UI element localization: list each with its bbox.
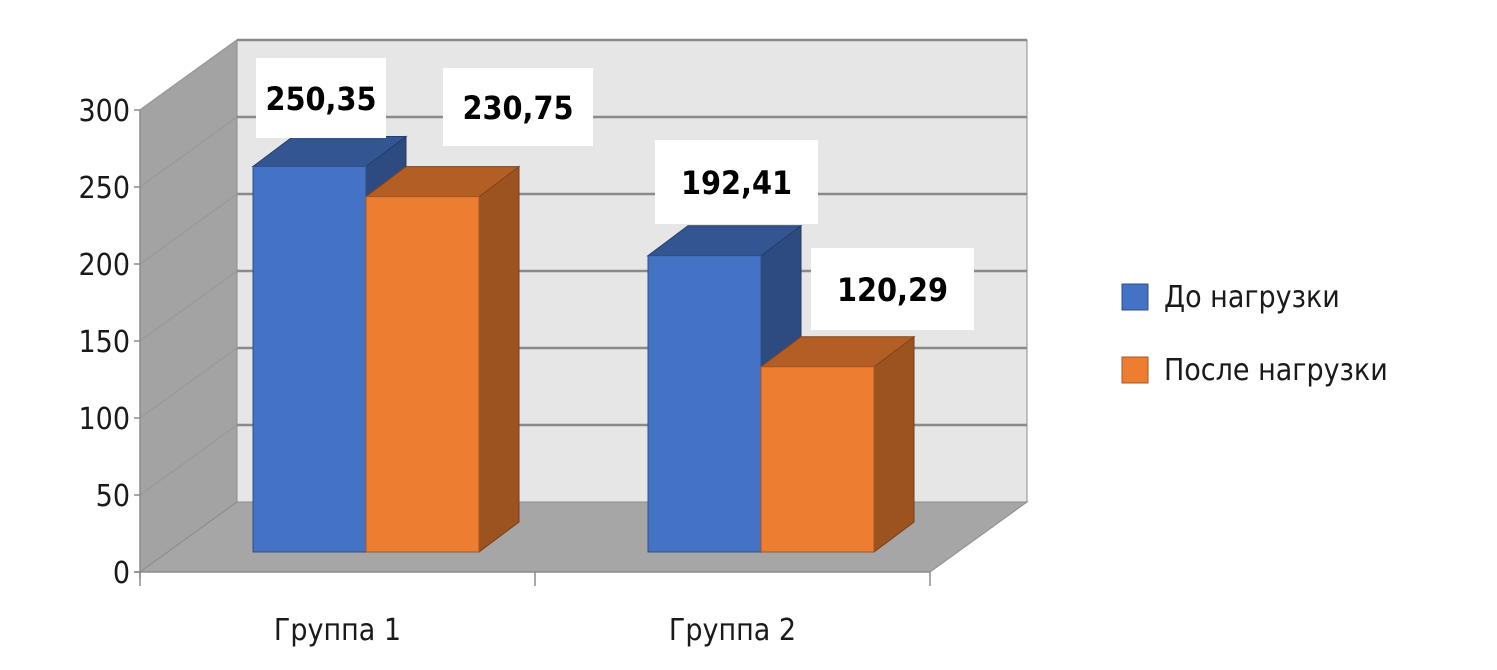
data-label-box (443, 68, 593, 146)
data-label-box (811, 248, 974, 330)
y-tick-label: 200 (78, 248, 130, 283)
data-label-box (256, 58, 386, 138)
bars (251, 135, 916, 553)
data-labels: 250,35 230,75 192,41 120,29 (256, 58, 974, 330)
data-label-box (655, 140, 818, 224)
gridline-side (139, 193, 238, 265)
bar-front (252, 165, 367, 553)
bar-front (647, 255, 762, 553)
data-label: 230,75 (462, 89, 573, 127)
y-tick-label: 300 (78, 94, 130, 129)
legend-swatch (1121, 283, 1149, 311)
y-tick-label: 100 (78, 402, 130, 437)
axes: 0 50 100 150 200 250 300 Группа 1 Группа 2 (78, 94, 931, 648)
bar-front (760, 366, 875, 553)
legend: До нагрузки После нагрузки (1121, 280, 1388, 388)
bar-side (478, 165, 520, 553)
data-label: 192,41 (681, 164, 792, 202)
data-label: 120,29 (837, 271, 948, 309)
y-tick-label: 0 (113, 556, 130, 591)
bar-side (873, 335, 915, 553)
gridline-side (139, 270, 238, 342)
data-label: 250,35 (265, 80, 376, 118)
legend-swatch (1121, 356, 1149, 384)
bar (759, 335, 916, 553)
gridline-side (139, 116, 238, 188)
gridline-side (139, 424, 238, 496)
gridline-side (139, 347, 238, 419)
y-tick-label: 150 (78, 325, 130, 360)
bar (364, 165, 521, 553)
x-tick-label: Группа 1 (274, 613, 401, 648)
y-tick-label: 250 (78, 171, 130, 206)
x-tick-label: Группа 2 (669, 613, 796, 648)
legend-label: После нагрузки (1164, 353, 1388, 388)
legend-label: До нагрузки (1164, 280, 1340, 315)
y-tick-label: 50 (96, 479, 130, 514)
bar-front (365, 196, 480, 553)
gridline-side (139, 39, 238, 111)
